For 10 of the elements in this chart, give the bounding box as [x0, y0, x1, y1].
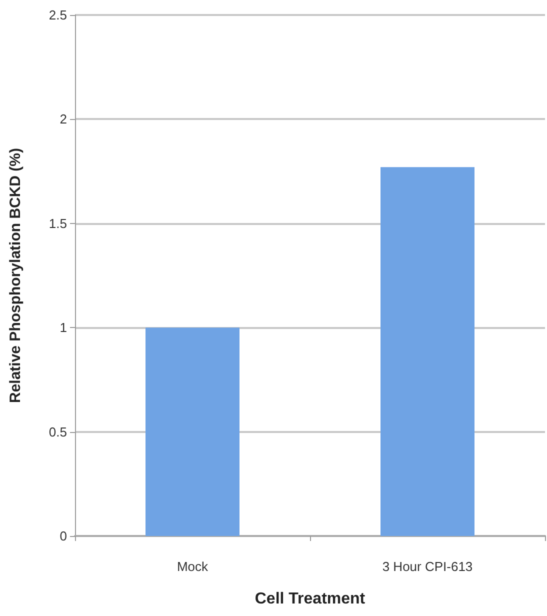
x-tick-label: 3 Hour CPI-613 [382, 559, 473, 574]
x-tick-label: Mock [176, 559, 209, 574]
x-axis-title: Cell Treatment [254, 590, 366, 608]
y-tick-label: 0.5 [48, 424, 67, 440]
y-tick-label: 1.5 [48, 216, 67, 231]
y-tick-label: 0 [60, 528, 67, 544]
y-tick-label: 2.5 [48, 8, 67, 22]
y-axis-title: Relative Phosphorylation BCKD (%) [7, 148, 24, 404]
y-tick-label: 2 [60, 112, 67, 127]
y-tick-label: 1 [60, 320, 67, 336]
